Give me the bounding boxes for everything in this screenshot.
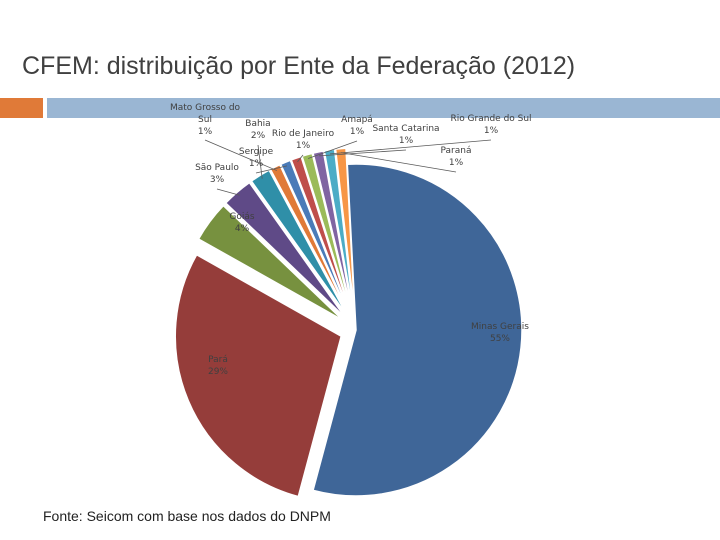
pie-slice-parana (334, 147, 356, 315)
data-label-minas-gerais: Minas Gerais 55% (471, 322, 529, 344)
data-label-santa-catarina: Santa Catarina 1% (372, 124, 439, 146)
leader-line-rio-de-janeiro (297, 154, 304, 163)
source-note: Fonte: Seicom com base nos dados do DNPM (43, 508, 331, 524)
pie-slice-santa-catarina (312, 150, 354, 315)
data-label-parana: Paraná 1% (441, 146, 472, 168)
data-label-goias: Goiás 4% (229, 212, 254, 234)
data-label-sergipe: Sergipe 1% (239, 147, 274, 169)
data-label-sao-paulo: São Paulo 3% (195, 163, 239, 185)
leader-line-santa-catarina (318, 149, 407, 157)
leader-line-sao-paulo (216, 188, 240, 196)
data-label-mato-grosso-do-sul: Mato Grosso do Sul 1% (170, 103, 241, 137)
data-label-bahia: Bahia 2% (245, 119, 270, 141)
accent-bar-blue (47, 98, 720, 118)
pie-slice-minas-gerais (312, 163, 523, 497)
leader-line-sergipe (255, 165, 288, 174)
slide-title: CFEM: distribuição por Ente da Federação… (22, 52, 576, 80)
leader-line-mato-grosso-do-sul (204, 139, 278, 171)
leader-line-rio-grande-do-sul (329, 139, 492, 155)
data-label-rio-grande-do-sul: Rio Grande do Sul 1% (450, 114, 531, 136)
pie-slice-rio-de-janeiro (290, 155, 352, 316)
data-label-para: Pará 29% (208, 355, 228, 377)
pie-slice-sergipe (279, 159, 351, 316)
data-label-rio-de-janeiro: Rio de Janeiro 1% (272, 129, 335, 151)
pie-slice-goias (197, 204, 344, 322)
leader-line-parana (341, 152, 457, 173)
pie-slice-sao-paulo (224, 181, 347, 319)
data-label-amapa: Amapá 1% (341, 115, 373, 137)
leader-line-amapa (307, 140, 358, 159)
pie-slice-para (174, 253, 343, 498)
accent-bar-orange (0, 98, 43, 118)
leader-line-bahia (257, 144, 263, 179)
